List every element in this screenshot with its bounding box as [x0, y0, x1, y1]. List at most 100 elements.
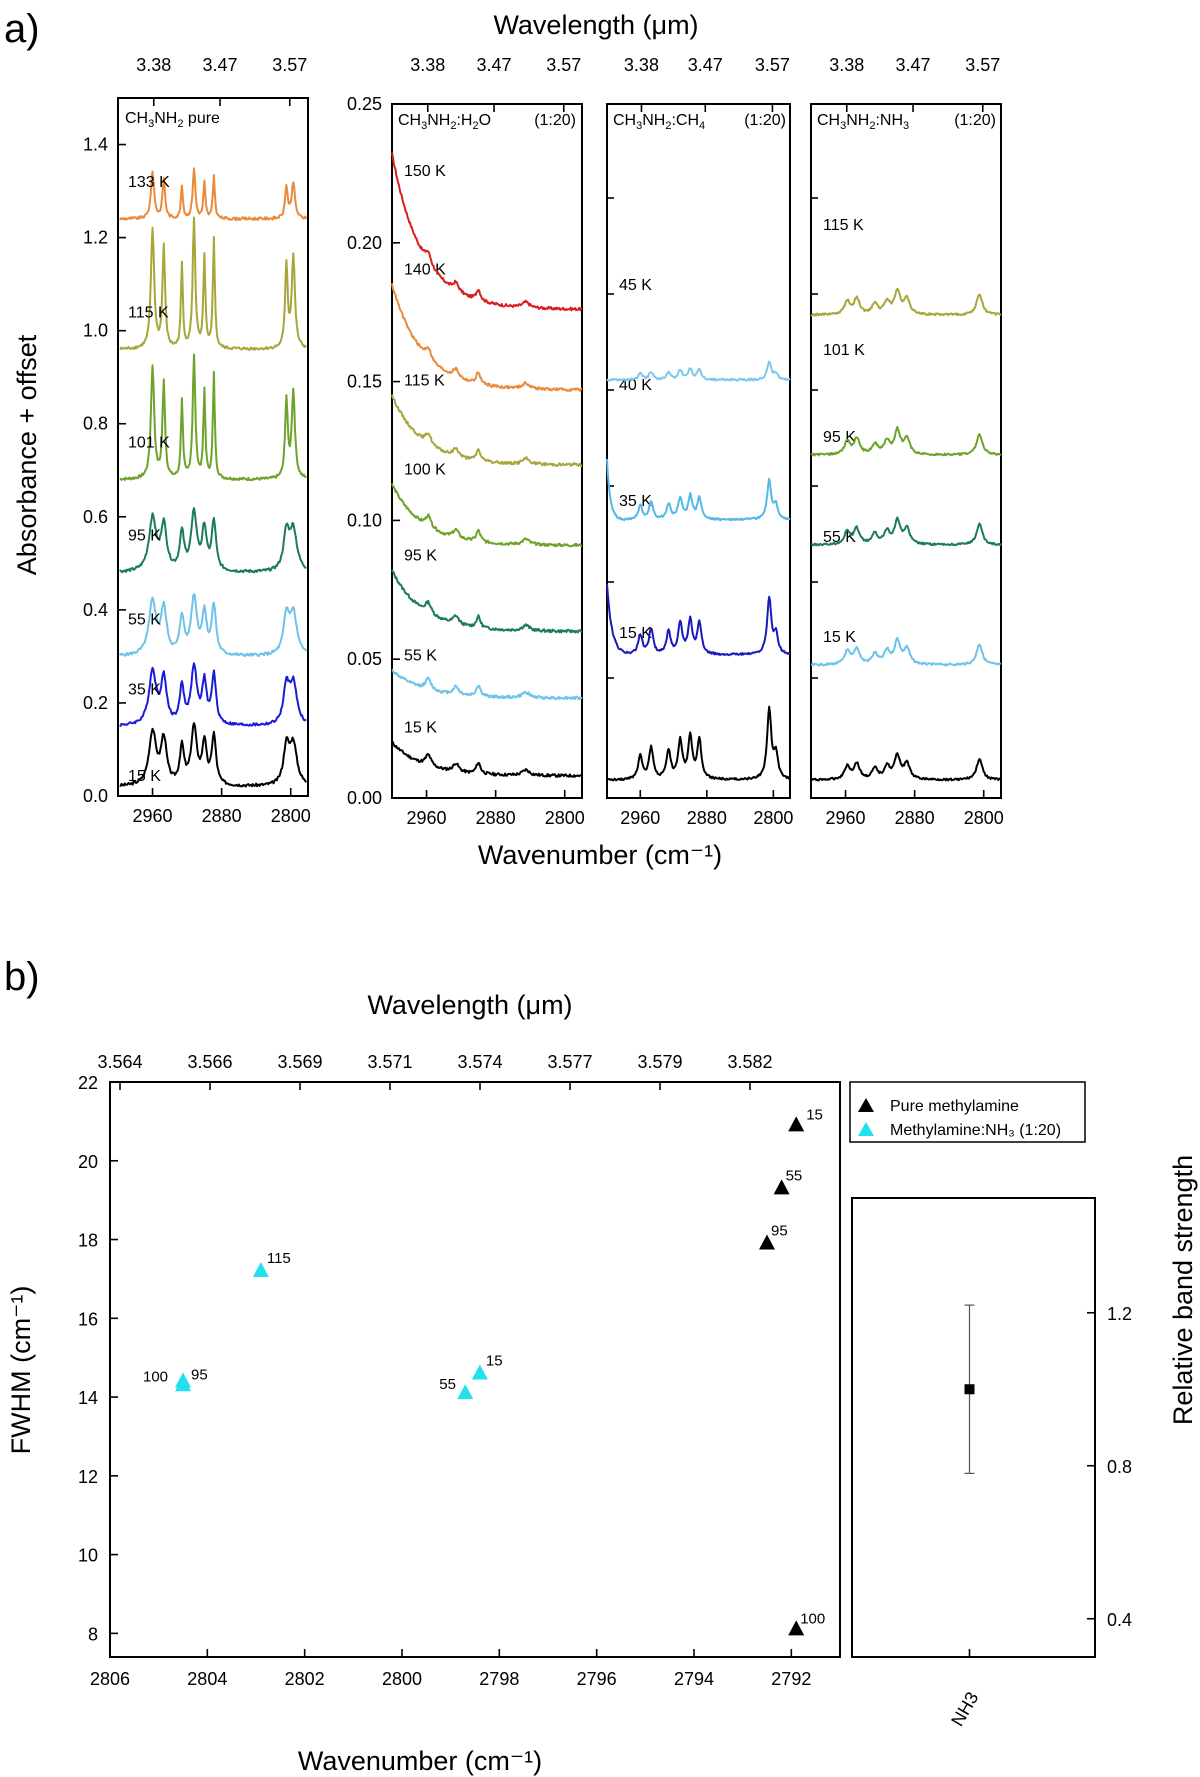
subplot-h2o: CH3NH2:H2O (1:20) 2960 2880 2800 3.38 3.47 3.… [347, 55, 585, 828]
legend-marker-pure [858, 1098, 874, 1112]
spectrum-line [391, 740, 583, 778]
bottom-tick-label: 2880 [476, 808, 516, 828]
subplot-ch4-ratio: (1:20) [744, 112, 786, 129]
spectrum-line [118, 593, 308, 658]
subplot-ch4-frame [606, 103, 791, 799]
top-tick-label: 3.47 [688, 55, 723, 75]
y-tick-label: 22 [78, 1073, 98, 1093]
top-tick-label: 3.566 [187, 1052, 232, 1072]
top-tick-label: 3.571 [367, 1052, 412, 1072]
subplot-h2o-ratio: (1:20) [534, 112, 576, 129]
x-tick-label: 2804 [187, 1669, 227, 1689]
top-tick-label: 3.577 [547, 1052, 592, 1072]
spectrum-label: 101 K [128, 435, 170, 452]
spectrum-line [391, 483, 583, 548]
spectrum-label: 150 K [404, 163, 446, 180]
y-tick-label: 0.05 [347, 649, 382, 669]
fwhm-scatter-frame [109, 1081, 841, 1658]
spectrum-label: 55 K [823, 529, 856, 546]
top-tick-label: 3.574 [457, 1052, 502, 1072]
y-tick-label: 0.8 [1107, 1457, 1132, 1477]
legend: Pure methylamine Methylamine:NH₃ (1:20) [849, 1081, 1086, 1143]
data-point-marker [175, 1376, 191, 1392]
spectrum-label: 15 K [404, 719, 437, 736]
spectrum-label: 15 K [619, 625, 652, 642]
data-point-marker [457, 1384, 474, 1400]
bottom-tick-label: 2880 [202, 806, 242, 826]
y-tick-label: 0.4 [83, 600, 108, 620]
panel-a-top-axis-title: Wavelength (μm) [493, 10, 698, 40]
spectrum-line [391, 569, 583, 634]
panel-b-y-axis-title: FWHM (cm⁻¹) [6, 1286, 36, 1455]
spectrum-line [119, 216, 308, 351]
spectrum-label: 15 K [128, 768, 161, 785]
spectrum-line [810, 516, 1002, 547]
subplot-nh3-ratio: (1:20) [954, 112, 996, 129]
bottom-tick-label: 2800 [964, 808, 1004, 828]
x-tick-label: 2798 [479, 1669, 519, 1689]
y-tick-label: 0.25 [347, 94, 382, 114]
bottom-tick-label: 2960 [620, 808, 660, 828]
x-tick-label: 2796 [577, 1669, 617, 1689]
top-tick-label: 3.38 [410, 55, 445, 75]
y-tick-label: 20 [78, 1152, 98, 1172]
bottom-tick-label: 2960 [133, 806, 173, 826]
spectrum-line [810, 752, 1002, 782]
y-tick-label: 16 [78, 1309, 98, 1329]
subplot-pure-title: CH3NH2 pure [125, 110, 220, 130]
y-tick-label: 14 [78, 1388, 98, 1408]
spectrum-label: 35 K [128, 681, 161, 698]
y-tick-label: 0.10 [347, 510, 382, 530]
data-point-label: 95 [191, 1366, 208, 1383]
spectrum-label: 101 K [823, 342, 865, 359]
data-point-marker [964, 1384, 975, 1395]
subplot-pure: CH3NH2 pure 2960 2880 2800 3.38 3.47 3.57 0.0 0… [83, 55, 311, 826]
y-tick-label: 1.4 [83, 135, 108, 155]
top-tick-label: 3.47 [896, 55, 931, 75]
subplot-h2o-frame [391, 103, 583, 799]
spectrum-label: 95 K [128, 528, 161, 545]
y-tick-label: 0.6 [83, 507, 108, 527]
spectrum-label: 133 K [128, 174, 170, 191]
spectrum-label: 95 K [404, 547, 437, 564]
subplot-nh3-frame [810, 103, 1002, 799]
y-tick-label: 10 [78, 1546, 98, 1566]
y-tick-label: 12 [78, 1467, 98, 1487]
spectrum-line [606, 705, 791, 782]
spectrum-line [606, 458, 791, 522]
spectrum-label: 115 K [823, 217, 864, 234]
panel-b-letter: b) [4, 955, 40, 999]
spectrum-line [118, 167, 308, 221]
y-tick-label: 8 [88, 1624, 98, 1644]
data-point-marker [773, 1179, 790, 1195]
data-point-label: 115 [267, 1250, 291, 1267]
band-strength-inset: NH3 0.4 0.8 1.2 [851, 1197, 1132, 1730]
spectrum-line [391, 394, 583, 467]
spectrum-line [119, 353, 308, 482]
top-tick-label: 3.564 [97, 1052, 142, 1072]
spectrum-line [606, 583, 791, 657]
data-point-label: 15 [486, 1352, 503, 1369]
y-tick-label: 18 [78, 1231, 98, 1251]
top-tick-label: 3.38 [829, 55, 864, 75]
data-point-label: 95 [771, 1222, 788, 1239]
x-tick-label: 2800 [382, 1669, 422, 1689]
y-tick-label: 0.4 [1107, 1610, 1132, 1630]
y-tick-label: 1.2 [83, 228, 108, 248]
inset-category-label: NH3 [947, 1688, 982, 1729]
x-tick-label: 2792 [771, 1669, 811, 1689]
spectrum-label: 40 K [619, 377, 652, 394]
panel-b-bottom-axis-title: Wavenumber (cm⁻¹) [298, 1746, 542, 1776]
subplot-ch4-title: CH3NH2:CH4 [613, 112, 705, 132]
data-point-label: 55 [786, 1167, 803, 1184]
bottom-tick-label: 2880 [895, 808, 935, 828]
top-tick-label: 3.579 [637, 1052, 682, 1072]
x-tick-label: 2802 [285, 1669, 325, 1689]
bottom-tick-label: 2800 [271, 806, 311, 826]
subplot-nh3-title: CH3NH2:NH3 [817, 112, 909, 132]
spectrum-label: 115 K [128, 304, 169, 321]
top-tick-label: 3.47 [203, 55, 238, 75]
spectrum-label: 55 K [128, 611, 161, 628]
bottom-tick-label: 2800 [545, 808, 585, 828]
spectrum-label: 95 K [823, 429, 856, 446]
